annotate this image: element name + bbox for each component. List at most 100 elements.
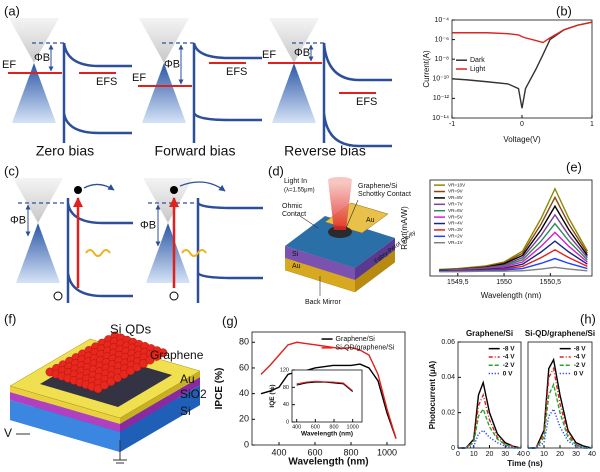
y-tick-label: 20 — [239, 414, 249, 424]
semiconductor-fermi-label: EFS — [96, 76, 117, 88]
sio2-side — [120, 377, 200, 432]
electron — [74, 186, 82, 194]
y-tick-label: 40 — [239, 388, 249, 398]
legend-label: -2 V — [503, 362, 516, 369]
y-tick-label: 10⁻⁶ — [435, 36, 449, 43]
y-axis-label: IPCE (%) — [214, 368, 225, 410]
y-tick-label: 0 — [451, 445, 455, 452]
label: SiO2 — [180, 387, 207, 401]
label: (λ=1.55μm) — [284, 188, 315, 194]
series-line — [458, 380, 522, 449]
legend-label: Light — [470, 66, 485, 73]
fermi-label: EF — [2, 59, 16, 71]
series-line — [528, 357, 593, 449]
legend-label: -4 V — [574, 354, 587, 361]
chart-title: Si-QD/graphene/Si — [525, 329, 595, 338]
fermi-label: EF — [132, 72, 146, 84]
cone-top — [139, 18, 189, 63]
legend-label: VR=8V — [448, 195, 464, 200]
y-axis-label: Current(A) — [422, 50, 431, 88]
cone-bottom — [272, 63, 316, 123]
label: Si QDs — [110, 321, 152, 336]
label: Graphene/Si — [358, 183, 398, 190]
x-tick-label: 800 — [329, 424, 338, 430]
x-tick-label: 30 — [501, 451, 509, 458]
x-tick-label: 1550 — [496, 279, 512, 286]
series-line — [458, 429, 521, 449]
series-line — [458, 392, 522, 449]
x-tick-label: 0 — [456, 451, 460, 458]
panel-label: (b) — [556, 3, 572, 18]
legend-label: VR=6V — [448, 208, 464, 213]
x-tick-label: 10 — [470, 451, 478, 458]
x-tick-label: 0 — [520, 121, 524, 128]
semiconductor-fermi-label: EFS — [356, 96, 377, 108]
cone-bottom — [12, 63, 56, 123]
electron — [170, 186, 178, 194]
barrier-label: ΦB — [164, 58, 180, 70]
series-line — [439, 266, 588, 273]
barrier-label: ΦB — [10, 214, 26, 226]
legend-label: VR=2V — [448, 234, 464, 239]
panel-label: (f) — [4, 311, 16, 326]
panel-label: (a) — [4, 3, 20, 18]
au-side — [120, 371, 200, 424]
fermi-label: EF — [262, 49, 276, 61]
cone-top — [9, 18, 59, 63]
x-tick-label: 1 — [590, 121, 594, 128]
hole — [169, 291, 179, 301]
y-tick-label: 120 — [280, 367, 289, 373]
legend-label: 0 V — [574, 370, 584, 377]
x-axis-label: Time (ns) — [507, 459, 543, 468]
y-axis-label: IQE (%) — [269, 384, 276, 407]
y-tick-label: 10⁻¹² — [433, 95, 450, 102]
y-tick-label: 0 — [286, 419, 289, 425]
plot-frame — [429, 179, 593, 277]
x-tick-label: 600 — [311, 424, 320, 430]
pointer — [299, 215, 319, 229]
x-tick-label: 30 — [572, 451, 580, 458]
label: Au — [292, 263, 301, 270]
cone-bottom — [16, 223, 60, 283]
panel-label: (g) — [222, 313, 238, 328]
y-tick-label: 0.02 — [441, 410, 455, 417]
x-tick-label: 40 — [517, 451, 525, 458]
x-tick-label: -1 — [449, 121, 455, 128]
x-tick-label: 40 — [588, 451, 596, 458]
x-tick-label: 1550,5 — [540, 279, 562, 286]
si-side — [355, 238, 395, 280]
device-d — [284, 177, 396, 296]
chart-title: Graphene/Si — [466, 329, 513, 338]
x-tick-label: 20 — [556, 451, 564, 458]
legend-label: VR=5V — [448, 214, 464, 219]
x-axis-label: Wavelength (nm) — [301, 431, 353, 438]
plot-frame — [291, 369, 363, 423]
x-axis-label: Wavelength (nm) — [481, 291, 542, 300]
x-tick-label: 400 — [292, 424, 301, 430]
cone-bottom — [146, 223, 190, 283]
flow-arrow — [83, 183, 115, 191]
sio2-side — [10, 392, 120, 432]
beam-top — [328, 177, 352, 183]
panel-label: (d) — [268, 163, 284, 178]
barrier-label: ΦB — [140, 219, 156, 231]
legend-label: VR=1V — [448, 240, 464, 245]
flow-arrow — [179, 181, 226, 192]
legend-label: -8 V — [574, 345, 587, 352]
y-axis-label: Photocurrent (μA) — [428, 360, 437, 429]
si-side — [10, 400, 120, 452]
x-axis-label: Voltage(V) — [503, 135, 541, 144]
x-tick-label: 20 — [486, 451, 494, 458]
legend-label: VR=10V — [448, 182, 466, 187]
legend-label: -4 V — [503, 354, 516, 361]
y-tick-label: 80 — [239, 337, 249, 347]
label: Si — [180, 404, 191, 418]
legend-label: Graphene/Si — [336, 336, 376, 343]
y-tick-label: 60 — [239, 362, 249, 372]
legend-label: Dark — [470, 57, 485, 64]
panel-label: (e) — [566, 159, 582, 174]
legend-label: VR=7V — [448, 202, 464, 207]
band-edges — [322, 42, 392, 148]
si-top — [285, 216, 395, 268]
cone-top — [13, 178, 63, 223]
